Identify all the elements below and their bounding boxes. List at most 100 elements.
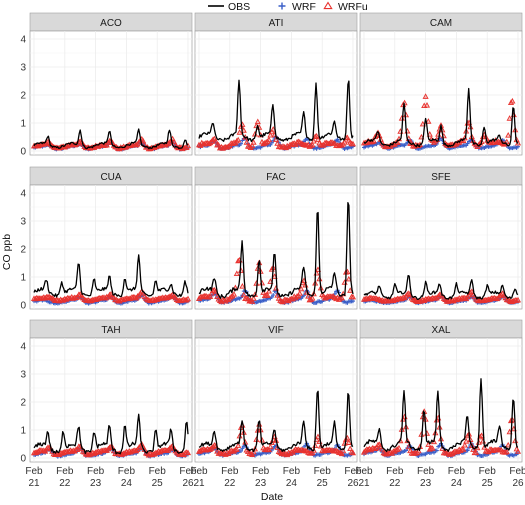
x-tick-day-xal-3: 24 [451, 478, 463, 489]
obs-line-cam [363, 87, 519, 148]
x-tick-day-xal-0: 21 [358, 478, 370, 489]
wrfu-point-ati-29 [236, 129, 243, 135]
wrf-point-fac-53 [271, 293, 276, 298]
wrfu-point-xal-73 [463, 438, 470, 444]
x-tick-month-tah-4: Feb [149, 466, 167, 477]
x-tick-day-vif-2: 23 [255, 478, 267, 489]
panel-title-xal: XAL [432, 325, 451, 336]
x-tick-day-vif-4: 25 [317, 478, 329, 489]
wrfu-point-cam-104 [506, 115, 513, 121]
wrfu-point-fac-102 [338, 294, 345, 301]
x-tick-month-vif-1: Feb [221, 466, 239, 477]
legend-label-wrfu: WRFu [338, 1, 368, 13]
obs-line-cua [33, 254, 189, 298]
wrfu-point-fac-25 [230, 290, 238, 297]
wrf-point-ati-110 [351, 144, 355, 149]
panel-title-ati: ATI [269, 18, 284, 29]
legend-label-wrf: WRF [292, 1, 316, 13]
wrfu-point-aco-110 [184, 142, 192, 149]
y-tick-aco-2: 2 [20, 91, 26, 102]
wrfu-point-vif-38 [249, 451, 256, 458]
wrfu-point-ati-50 [265, 136, 273, 143]
wrfu-point-cam-46 [425, 118, 432, 124]
wrfu-point-ati-82 [310, 137, 317, 144]
wrfu-point-fac-73 [298, 285, 305, 292]
x-tick-month-vif-0: Feb [190, 466, 208, 477]
wrfu-point-xal-110 [514, 448, 522, 454]
x-tick-day-tah-5: 26 [182, 478, 194, 489]
x-tick-month-tah-0: Feb [25, 466, 43, 477]
x-tick-day-tah-3: 24 [121, 478, 133, 489]
panel-title-sfe: SFE [431, 172, 451, 183]
x-tick-day-tah-2: 23 [90, 478, 102, 489]
wrfu-point-vif-107 [345, 439, 352, 445]
wrfu-point-ati-81 [309, 141, 316, 148]
wrfu-point-cam-106 [509, 97, 516, 104]
wrf-point-ati-52 [269, 140, 274, 145]
wrfu-point-cam-45 [423, 102, 431, 108]
wrfu-point-vif-51 [267, 443, 274, 450]
wrfu-point-xal-46 [425, 441, 432, 447]
wrfu-point-fac-50 [265, 287, 273, 294]
legend-key-wrfu [323, 1, 333, 10]
x-tick-day-xal-1: 22 [389, 478, 401, 489]
series-wrfu-cua [30, 288, 192, 304]
wrfu-point-fac-72 [296, 290, 303, 296]
panel-title-fac: FAC [266, 172, 285, 183]
wrfu-point-fac-107 [345, 275, 352, 282]
wrfu-point-ati-60 [279, 143, 287, 149]
wrf-point-ati-30 [239, 141, 243, 146]
obs-line-sfe [363, 274, 519, 301]
wrfu-point-vif-50 [265, 446, 273, 453]
wrfu-point-vif-103 [340, 447, 347, 454]
x-tick-day-tah-4: 25 [152, 478, 164, 489]
panel-sfe: SFE [359, 166, 523, 310]
x-tick-month-xal-0: Feb [355, 466, 373, 477]
panel-area-cam [359, 30, 523, 156]
series-wrfu-ati [195, 118, 357, 151]
wrfu-point-xal-9 [373, 444, 380, 451]
x-tick-day-vif-0: 21 [193, 478, 205, 489]
y-tick-tah-4: 4 [20, 342, 26, 353]
legend: OBS WRF WRFu [208, 1, 368, 13]
obs-line-aco [33, 128, 189, 150]
y-axis-title: CO ppb [1, 234, 13, 270]
wrfu-point-xal-72 [461, 441, 468, 448]
wrfu-point-cua-110 [184, 295, 192, 302]
wrfu-point-tah-31 [74, 446, 81, 452]
x-tick-day-vif-5: 26 [347, 478, 359, 489]
y-tick-aco-4: 4 [20, 35, 26, 46]
wrfu-point-ati-39 [250, 139, 257, 145]
wrfu-point-ati-51 [267, 131, 274, 138]
panel-cam: CAM [359, 12, 523, 156]
wrf-point-fac-75 [302, 293, 306, 298]
x-tick-month-xal-3: Feb [448, 466, 466, 477]
wrfu-point-fac-39 [250, 295, 257, 301]
x-tick-day-xal-2: 23 [420, 478, 432, 489]
wrfu-point-fac-110 [349, 293, 357, 300]
panel-title-vif: VIF [268, 325, 284, 336]
series-wrfu-tah [30, 441, 192, 458]
wrfu-point-ati-52 [268, 128, 275, 135]
x-tick-month-tah-3: Feb [118, 466, 136, 477]
wrfu-point-fac-34 [243, 295, 250, 301]
wrfu-point-fac-8 [207, 293, 214, 299]
y-tick-tah-3: 3 [20, 370, 26, 381]
legend-label-obs: OBS [228, 1, 250, 13]
obs-line-fac [198, 202, 354, 299]
wrf-point-xal-74 [465, 448, 470, 453]
panel-cua: CUA 0 1 2 3 4 [20, 166, 193, 312]
wrfu-point-xal-80 [472, 449, 480, 455]
wrfu-point-xal-49 [429, 445, 436, 451]
series-wrfu-vif [195, 420, 357, 458]
panel-area-fac [194, 184, 358, 310]
series-wrfu-aco [30, 135, 192, 152]
panel-area-vif [194, 337, 358, 463]
panel-title-aco: ACO [100, 18, 122, 29]
obs-line-ati [198, 79, 354, 143]
